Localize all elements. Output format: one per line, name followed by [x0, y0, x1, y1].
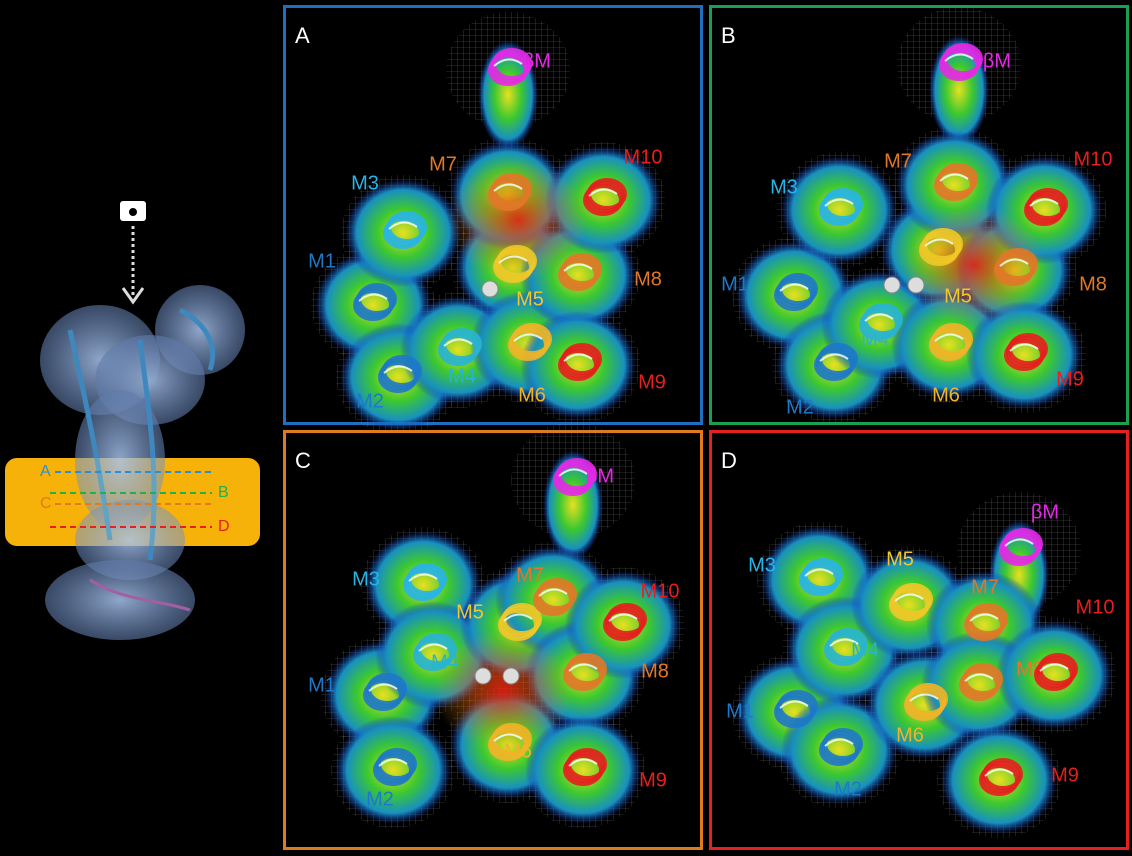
- helix-label: M3: [770, 176, 798, 198]
- density: [345, 179, 461, 287]
- helix-label: M3: [351, 172, 379, 194]
- helix-label: M1: [721, 273, 749, 295]
- helix-label: M3: [748, 554, 776, 576]
- helix-label: M9: [639, 769, 667, 791]
- helix-label: M4: [851, 639, 879, 661]
- ion: [475, 668, 491, 684]
- helix-label: M7: [971, 576, 999, 598]
- density: [941, 726, 1057, 834]
- ion: [482, 281, 498, 297]
- helix-label: M6: [896, 724, 924, 746]
- helix-label: M6: [518, 384, 546, 406]
- helix-label: M5: [516, 288, 544, 310]
- helix-label: M8: [634, 268, 662, 290]
- camera-lens: [128, 207, 138, 217]
- helix-label: βM: [586, 465, 614, 487]
- helix-label: M2: [356, 390, 384, 412]
- helix-label: M8: [1079, 273, 1107, 295]
- helix-label: βM: [523, 50, 551, 72]
- slice-label: B: [218, 484, 229, 501]
- helix-label: M1: [308, 674, 336, 696]
- overview: A B C D: [5, 201, 260, 640]
- density: [996, 621, 1112, 729]
- helix-label: M9: [1056, 368, 1084, 390]
- helix-label: M1: [308, 250, 336, 272]
- density: [781, 156, 897, 264]
- helix-label: M2: [366, 788, 394, 810]
- density-peak: [904, 205, 1044, 325]
- ion: [908, 277, 924, 293]
- helix-label: M3: [352, 568, 380, 590]
- helix-label: M6: [932, 384, 960, 406]
- helix-label: M4: [448, 365, 476, 387]
- helix-label: M4: [861, 328, 889, 350]
- panel-label: A: [295, 23, 310, 48]
- helix-label: M5: [886, 548, 914, 570]
- page: A B C D βM M1 M2 M3 M4 M5 M6 M7 M8 M9 M10 AβM M1 M2 M3 M4 M…: [0, 0, 1132, 856]
- helix-label: M7: [429, 153, 457, 175]
- helix-label: M2: [834, 778, 862, 800]
- helix-label: M5: [456, 601, 484, 623]
- panel-label: B: [721, 23, 736, 48]
- helix-label: M9: [638, 371, 666, 393]
- slice-label: D: [218, 518, 230, 535]
- helix-label: M10: [1074, 148, 1113, 170]
- slice-label: C: [40, 495, 52, 512]
- ion: [884, 277, 900, 293]
- helix-label: M7: [884, 150, 912, 172]
- panel: βM M1 M2 M3 M4 M5 M6 M7 M8 M9 M10 A: [285, 7, 702, 436]
- helix-label: M1: [726, 700, 754, 722]
- helix-label: M10: [624, 146, 663, 168]
- helix-label: M9: [1051, 764, 1079, 786]
- figure: A B C D βM M1 M2 M3 M4 M5 M6 M7 M8 M9 M10 AβM M1 M2 M3 M4 M…: [0, 0, 1132, 856]
- helix-label: M10: [1076, 596, 1115, 618]
- ion: [503, 668, 519, 684]
- helix-label: M2: [786, 396, 814, 418]
- helix-label: M10: [641, 580, 680, 602]
- helix-label: M5: [944, 285, 972, 307]
- helix-label: βM: [983, 50, 1011, 72]
- helix-label: βM: [1031, 501, 1059, 523]
- helix-label: M7: [516, 564, 544, 586]
- panel-label: C: [295, 448, 311, 473]
- panel: βM M1 M2 M3 M4 M5 M6 M7 M8 M9 M10 C: [285, 422, 702, 849]
- helix-label: M8: [641, 660, 669, 682]
- helix-label: M4: [431, 651, 459, 673]
- slice-label: A: [40, 463, 51, 480]
- panel: βM M1 M2 M3 M4 M5 M6 M7 M8 M9 M10 B: [711, 7, 1128, 424]
- panel-label: D: [721, 448, 737, 473]
- helix-label: M6: [504, 740, 532, 762]
